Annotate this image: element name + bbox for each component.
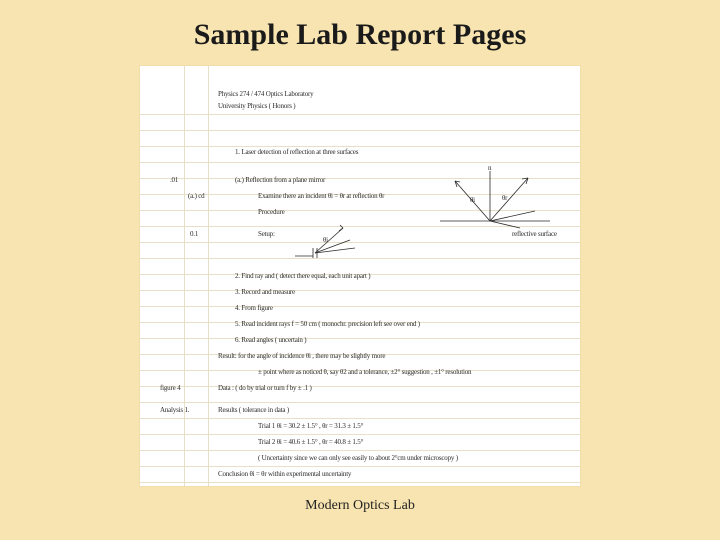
handwriting-text: 3. Record and measure <box>235 288 295 296</box>
handwriting-text: (a.) Reflection from a plane mirror <box>235 176 325 184</box>
handwriting-text: 2. Find ray and ( detect there equal, ea… <box>235 272 370 280</box>
ruled-line <box>140 386 580 387</box>
handwriting-text: θi <box>323 236 328 244</box>
handwriting-text: 1. Laser detection of reflection at thre… <box>235 148 358 156</box>
handwriting-text: 4. From figure <box>235 304 273 312</box>
ruled-line <box>140 418 580 419</box>
ray-diagram <box>295 218 365 258</box>
margin-rule <box>184 66 185 486</box>
handwriting-text: ( Uncertainty since we can only see easi… <box>258 454 458 462</box>
ruled-line <box>140 162 580 163</box>
handwriting-text: Results ( tolerance in data ) <box>218 406 289 414</box>
handwriting-text: University Physics ( Honors ) <box>218 102 295 110</box>
lab-report-page: Physics 274 / 474 Optics Laboratory Unive… <box>140 66 580 486</box>
handwriting-text: 6. Read angles ( uncertain ) <box>235 336 306 344</box>
ruled-line <box>140 434 580 435</box>
handwriting-text: reflective surface <box>512 230 557 238</box>
handwriting-text: (a.) cd <box>188 192 204 200</box>
handwriting-text: .01 <box>170 176 178 184</box>
handwriting-text: Conclusion θi = θr within experimental u… <box>218 470 351 478</box>
handwriting-text: ± point where as noticed θ, say θ2 and a… <box>258 368 471 376</box>
handwriting-text: n <box>488 164 491 172</box>
ruled-line <box>140 130 580 131</box>
ray-diagram <box>440 166 550 236</box>
handwriting-text: Examine there an incident θi = θr at ref… <box>258 192 384 200</box>
handwriting-text: θi <box>470 196 475 204</box>
ruled-line <box>140 482 580 483</box>
handwriting-text: Trial 2 θi = 40.6 ± 1.5° , θr = 40.8 ± 1… <box>258 438 363 446</box>
slide-title: Sample Lab Report Pages <box>40 18 680 52</box>
handwriting-text: 5. Read incident rays f = 50 cm ( monoch… <box>235 320 420 328</box>
ruled-line <box>140 338 580 339</box>
handwriting-text: Data : ( do by trial or turn f by ± .1 ) <box>218 384 312 392</box>
ruled-line <box>140 402 580 403</box>
ruled-line <box>140 450 580 451</box>
slide-container: Sample Lab Report Pages Physics 274 / 47… <box>0 0 720 540</box>
handwriting-text: 0.1 <box>190 230 198 238</box>
handwriting-text: figure 4 <box>160 384 180 392</box>
ruled-line <box>140 290 580 291</box>
ruled-line <box>140 258 580 259</box>
ruled-line <box>140 114 580 115</box>
margin-rule <box>208 66 209 486</box>
ruled-line <box>140 146 580 147</box>
handwriting-text: Result: for the angle of incidence θi , … <box>218 352 385 360</box>
handwriting-text: Trial 1 θi = 30.2 ± 1.5° , θr = 31.3 ± 1… <box>258 422 363 430</box>
slide-footer: Modern Optics Lab <box>40 498 680 514</box>
handwriting-text: Procedure <box>258 208 285 216</box>
ruled-line <box>140 466 580 467</box>
handwriting-text: Setup: <box>258 230 275 238</box>
ruled-line <box>140 306 580 307</box>
handwriting-text: θr <box>502 194 507 202</box>
handwriting-text: Analysis 1. <box>160 406 189 414</box>
handwriting-text: Physics 274 / 474 Optics Laboratory <box>218 90 313 98</box>
notebook-paper: Physics 274 / 474 Optics Laboratory Unive… <box>140 66 580 486</box>
